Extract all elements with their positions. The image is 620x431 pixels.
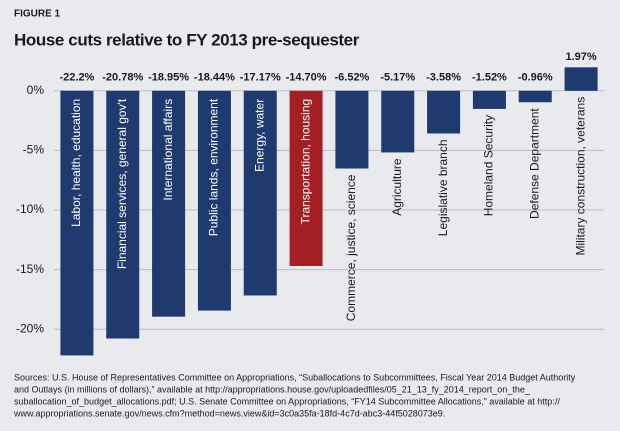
category-label: Public lands, environment (207, 98, 221, 236)
category-label: Agriculture (390, 158, 404, 216)
bar (152, 90, 186, 317)
value-label: -17.17% (240, 72, 281, 84)
bar (289, 90, 323, 267)
bar (427, 90, 461, 134)
y-tick-label: -5% (23, 143, 45, 157)
bar (60, 90, 94, 356)
y-tick-label: -20% (16, 321, 44, 335)
category-label: Legislative branch (436, 139, 450, 236)
value-label: 1.97% (565, 51, 596, 63)
bar (381, 90, 415, 153)
category-label: Military construction, veterans (573, 97, 587, 256)
category-label: Labor, health, education (69, 99, 83, 227)
source-line: www.appropriations.senate.gov/news.cfm?m… (13, 408, 445, 418)
value-label: -14.70% (286, 72, 327, 84)
value-label: -5.17% (380, 72, 415, 84)
category-label: Homeland Security (482, 115, 496, 216)
category-label: Transportation, housing (298, 99, 312, 225)
source-line: Sources: U.S. House of Representatives C… (14, 372, 576, 382)
y-tick-label: 0% (27, 83, 45, 97)
value-label: -3.58% (426, 72, 461, 84)
value-label: -22.2% (59, 72, 94, 84)
bar (335, 90, 369, 169)
value-label: -18.44% (194, 72, 235, 84)
bar (564, 67, 598, 91)
source-line: suballocation_of_budget_allocations.pdf;… (14, 396, 560, 406)
category-label: Financial services, general gov't (115, 98, 129, 269)
bar (243, 90, 277, 296)
value-label: -20.78% (102, 72, 143, 84)
value-label: -0.96% (518, 72, 553, 84)
source-line: and Outlays (in millions of dollars),” a… (14, 384, 531, 394)
bar (106, 90, 140, 339)
value-label: -18.95% (148, 72, 189, 84)
y-tick-label: -15% (16, 262, 44, 276)
bar (197, 90, 231, 311)
bar (518, 90, 552, 103)
category-label: Defense Department (527, 108, 541, 219)
bar (472, 90, 506, 109)
category-label: Energy, water (252, 99, 266, 172)
category-label: International affairs (161, 99, 175, 201)
value-label: -1.52% (472, 72, 507, 84)
category-label: Commerce, justice, science (344, 174, 358, 321)
y-tick-label: -10% (16, 202, 44, 216)
chart-title: House cuts relative to FY 2013 pre-seque… (14, 30, 360, 49)
figure-label: FIGURE 1 (14, 9, 61, 20)
value-label: -6.52% (334, 72, 369, 84)
